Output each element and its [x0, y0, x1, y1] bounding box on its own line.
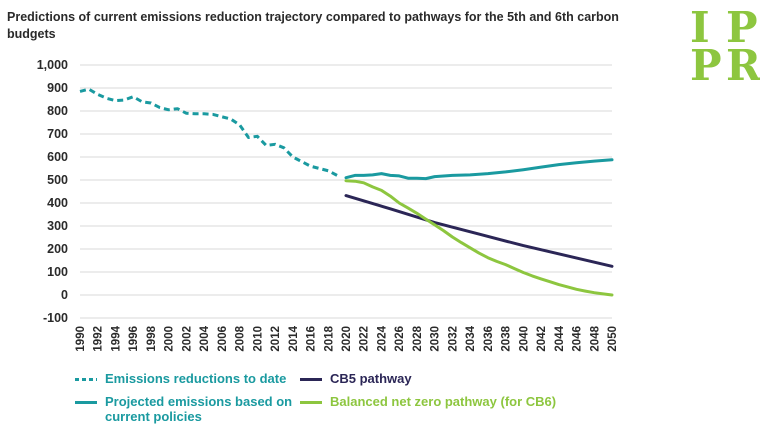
- y-tick-label: 400: [47, 196, 68, 210]
- y-tick-label: 800: [47, 104, 68, 118]
- x-tick-label: 2040: [518, 326, 530, 352]
- x-tick-label: 2012: [270, 326, 282, 352]
- x-tick-label: 2016: [306, 326, 318, 352]
- y-tick-label: 1,000: [37, 58, 68, 72]
- x-tick-label: 2006: [217, 326, 229, 352]
- logo-letter: P: [690, 41, 722, 84]
- ippr-logo: I PP R: [690, 6, 760, 84]
- x-tick-label: 2030: [430, 326, 442, 352]
- x-tick-label: 2026: [394, 326, 406, 352]
- x-tick-label: 2004: [199, 325, 211, 351]
- y-tick-label: 300: [47, 219, 68, 233]
- legend-item-cb5: CB5 pathway: [300, 371, 500, 387]
- x-tick-label: 2038: [501, 325, 513, 351]
- x-tick-label: 2034: [465, 325, 477, 351]
- x-tick-label: 2022: [359, 326, 371, 352]
- x-axis-ticks: 1990 1992 1994 1996 1998 2000 2002 2004 2006 2008…: [75, 325, 619, 351]
- y-tick-label: 0: [61, 288, 68, 302]
- y-tick-label: 700: [47, 127, 68, 141]
- chart-title: Predictions of current emissions reducti…: [7, 10, 619, 41]
- logo-letter: R: [726, 41, 760, 84]
- x-tick-label: 1998: [146, 325, 158, 351]
- x-tick-label: 2010: [252, 326, 264, 352]
- x-tick-label: 1990: [75, 326, 87, 352]
- y-tick-label: 200: [47, 242, 68, 256]
- legend-swatch: [300, 401, 322, 404]
- x-tick-label: 2024: [376, 325, 388, 351]
- x-tick-label: 2014: [288, 325, 300, 351]
- x-tick-label: 2032: [447, 326, 459, 352]
- x-tick-label: 1994: [110, 325, 122, 351]
- legend-label: Projected emissions based on current pol…: [105, 394, 293, 424]
- x-tick-label: 2018: [323, 325, 335, 351]
- y-tick-label: 900: [47, 81, 68, 95]
- legend-label: CB5 pathway: [330, 371, 412, 386]
- series-lines: [79, 87, 614, 297]
- x-tick-label: 1996: [128, 326, 140, 352]
- legend-swatch: [75, 378, 97, 381]
- legend-item-emissions-to-date: Emissions reductions to date: [75, 371, 315, 387]
- y-tick-label: 500: [47, 173, 68, 187]
- x-tick-label: 2046: [572, 326, 584, 352]
- legend-swatch: [300, 378, 322, 381]
- x-tick-label: 2036: [483, 326, 495, 352]
- logo-letter: I: [690, 6, 710, 52]
- x-tick-label: 2042: [536, 326, 548, 352]
- y-tick-label: -100: [43, 311, 68, 325]
- x-tick-label: 2000: [164, 326, 176, 352]
- x-tick-label: 2050: [607, 326, 619, 352]
- series-line-projected-emissions-based-on-current-policies: [344, 158, 614, 181]
- legend-label: Balanced net zero pathway (for CB6): [330, 394, 557, 409]
- series-line-emissions-reductions-to-date: [79, 87, 338, 177]
- legend-item-projected: Projected emissions based on current pol…: [75, 394, 305, 426]
- logo-letter: P: [726, 6, 758, 52]
- grid-lines: [80, 64, 612, 319]
- series-line-cb5-pathway: [344, 194, 614, 268]
- x-tick-label: 2020: [341, 326, 353, 352]
- series-line-balanced-net-zero-pathway-for-cb6: [344, 179, 614, 297]
- legend-swatch: [75, 401, 97, 404]
- legend-item-net-zero: Balanced net zero pathway (for CB6): [300, 394, 600, 410]
- x-tick-label: 2008: [235, 325, 247, 351]
- legend-label: Emissions reductions to date: [105, 371, 287, 386]
- y-tick-label: 100: [47, 265, 68, 279]
- y-axis-ticks: 1,000 900 800 700 600 500 400 300 200 100 0 -100: [37, 58, 68, 325]
- x-tick-label: 1992: [93, 326, 105, 352]
- x-tick-label: 2028: [412, 325, 424, 351]
- x-tick-label: 2002: [181, 326, 193, 352]
- y-tick-label: 600: [47, 150, 68, 164]
- x-tick-label: 2044: [554, 325, 566, 351]
- x-tick-label: 2048: [589, 325, 601, 351]
